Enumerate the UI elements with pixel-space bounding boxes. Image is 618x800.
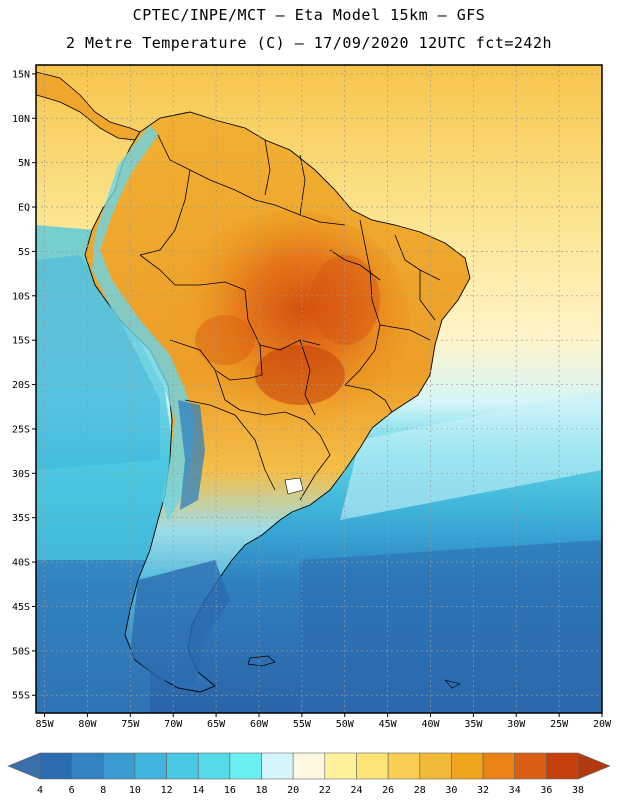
lon-label-4: 65W <box>207 719 226 730</box>
colorbar-level-11: 26 <box>382 785 394 796</box>
lat-label-8: 25S <box>12 424 30 435</box>
lat-label-0: 15N <box>12 69 30 80</box>
colorbar-level-13: 30 <box>445 785 457 796</box>
lon-label-3: 70W <box>164 719 183 730</box>
map-title-line1: CPTEC/INPE/MCT – Eta Model 15km – GFS <box>132 6 486 24</box>
longitude-labels: 85W 80W 75W 70W 65W 60W 55W 50W 45W 40W 35W 30W 25W 2… <box>36 713 612 730</box>
lon-label-13: 20W <box>593 719 612 730</box>
colorbar-level-12: 28 <box>414 785 426 796</box>
lat-label-14: 55S <box>12 691 30 702</box>
colorbar-level-14: 32 <box>477 785 489 796</box>
colorbar-level-5: 14 <box>192 785 204 796</box>
lat-label-2: 5N <box>18 158 30 169</box>
colorbar-level-16: 36 <box>540 785 552 796</box>
lat-label-12: 45S <box>12 602 30 613</box>
colorbar-arrow-low <box>7 752 41 780</box>
heat-core-brazil <box>170 210 410 430</box>
lon-label-1: 80W <box>78 719 97 730</box>
lon-label-2: 75W <box>121 719 140 730</box>
colorbar-level-10: 24 <box>350 785 362 796</box>
colorbar-level-4: 12 <box>161 785 173 796</box>
lon-label-0: 85W <box>36 719 55 730</box>
colorbar-box-14 <box>482 752 516 780</box>
lat-label-3: EQ <box>18 203 30 214</box>
lat-label-1: 10N <box>12 114 30 125</box>
lon-label-8: 45W <box>379 719 398 730</box>
lon-label-5: 60W <box>250 719 269 730</box>
lat-label-6: 15S <box>12 336 30 347</box>
colorbar-box-8 <box>292 752 326 780</box>
colorbar-level-8: 20 <box>287 785 299 796</box>
colorbar-level-3: 10 <box>129 785 141 796</box>
lat-label-7: 20S <box>12 380 30 391</box>
colorbar-box-12 <box>419 752 452 780</box>
lon-label-12: 25W <box>550 719 569 730</box>
colorbar-level-7: 18 <box>256 785 268 796</box>
lon-label-9: 40W <box>421 719 440 730</box>
colorbar-level-9: 22 <box>319 785 331 796</box>
colorbar-box-0 <box>39 752 72 780</box>
lon-label-6: 55W <box>293 719 312 730</box>
lat-label-4: 5S <box>18 247 30 258</box>
lat-label-11: 40S <box>12 558 30 569</box>
lat-label-5: 10S <box>12 291 30 302</box>
lat-label-10: 35S <box>12 513 30 524</box>
colorbar-box-15 <box>514 752 547 780</box>
colorbar-box-10 <box>356 752 389 780</box>
colorbar-box-3 <box>134 752 167 780</box>
falkland-islands <box>247 655 276 667</box>
colorbar-box-1 <box>71 752 104 780</box>
colorbar-box-2 <box>102 752 136 780</box>
colorbar-box-13 <box>451 752 484 780</box>
colorbar-level-1: 6 <box>69 785 75 796</box>
colorbar-arrow-high <box>577 752 611 780</box>
colorbar-level-2: 8 <box>100 785 106 796</box>
colorbar-box-16 <box>546 752 579 780</box>
colorbar-box-6 <box>229 752 262 780</box>
lon-label-7: 50W <box>336 719 355 730</box>
colorbar-box-7 <box>261 752 294 780</box>
graticule <box>36 65 602 713</box>
lon-label-10: 35W <box>464 719 483 730</box>
colorbar-level-17: 38 <box>572 785 584 796</box>
colorbar-box-5 <box>197 752 231 780</box>
map-title-line2: 2 Metre Temperature (C) – 17/09/2020 12U… <box>65 34 553 52</box>
latitude-labels: 15N 10N 5N EQ 5S 10S 15S 20S 25S 30S 35S 40S 45S 50S 5… <box>12 69 36 702</box>
colorbar-level-15: 34 <box>509 785 521 796</box>
map-frame <box>35 64 603 714</box>
colorbar-box-11 <box>387 752 421 780</box>
lat-label-13: 50S <box>12 646 30 657</box>
colorbar-box-4 <box>166 752 199 780</box>
colorbar-level-0: 4 <box>37 785 43 796</box>
colorbar-box-9 <box>324 752 357 780</box>
lon-label-11: 30W <box>507 719 526 730</box>
lat-label-9: 30S <box>12 469 30 480</box>
colorbar-level-6: 16 <box>224 785 236 796</box>
